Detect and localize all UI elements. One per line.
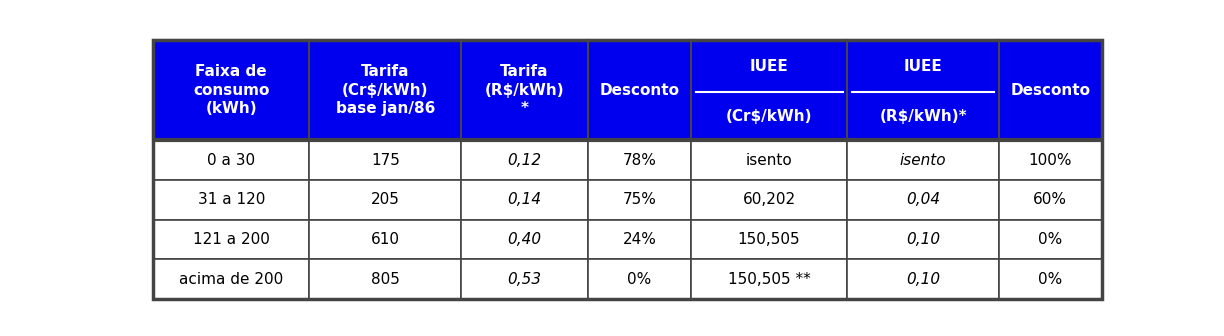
Text: 60,202: 60,202	[743, 193, 796, 207]
Bar	[690, 140, 847, 180]
Bar	[461, 140, 589, 180]
Text: 0,10: 0,10	[906, 272, 940, 287]
Text: 0%: 0%	[1038, 272, 1062, 287]
Text: 31 a 120: 31 a 120	[197, 193, 264, 207]
Text: 610: 610	[371, 232, 400, 247]
Text: Faixa de
consumo
(kWh): Faixa de consumo (kWh)	[193, 64, 269, 117]
Bar	[847, 220, 999, 259]
Bar	[999, 259, 1102, 299]
Text: 75%: 75%	[623, 193, 656, 207]
Bar	[589, 40, 690, 140]
Bar	[589, 259, 690, 299]
Text: 100%: 100%	[1028, 153, 1072, 168]
Text: (Cr$/kWh): (Cr$/kWh)	[726, 109, 813, 124]
Text: Tarifa
(R$/kWh)
*: Tarifa (R$/kWh) *	[485, 64, 564, 117]
Text: (R$/kWh)*: (R$/kWh)*	[879, 109, 967, 124]
Text: 150,505 **: 150,505 **	[728, 272, 810, 287]
Text: 121 a 200: 121 a 200	[193, 232, 269, 247]
Bar	[847, 259, 999, 299]
Text: 0%: 0%	[628, 272, 651, 287]
Bar	[690, 220, 847, 259]
Text: 0,12: 0,12	[508, 153, 542, 168]
Text: 0 a 30: 0 a 30	[207, 153, 256, 168]
Text: acima de 200: acima de 200	[179, 272, 284, 287]
Bar	[999, 40, 1102, 140]
Text: Desconto: Desconto	[600, 83, 679, 98]
Text: 0,40: 0,40	[508, 232, 542, 247]
Bar	[153, 40, 310, 140]
Text: 78%: 78%	[623, 153, 656, 168]
Text: 0,14: 0,14	[508, 193, 542, 207]
Text: IUEE: IUEE	[750, 59, 788, 74]
Bar	[461, 220, 589, 259]
Text: 0,53: 0,53	[508, 272, 542, 287]
Bar	[847, 140, 999, 180]
Text: 150,505: 150,505	[738, 232, 800, 247]
Bar	[589, 220, 690, 259]
Bar	[153, 140, 310, 180]
Bar	[153, 259, 310, 299]
Bar	[461, 40, 589, 140]
Bar	[310, 220, 461, 259]
Bar	[999, 180, 1102, 220]
Text: 0%: 0%	[1038, 232, 1062, 247]
Text: 0,10: 0,10	[906, 232, 940, 247]
Text: Desconto: Desconto	[1010, 83, 1091, 98]
Bar	[690, 40, 847, 140]
Bar	[461, 259, 589, 299]
Text: 24%: 24%	[623, 232, 656, 247]
Text: Tarifa
(Cr$/kWh)
base jan/86: Tarifa (Cr$/kWh) base jan/86	[335, 64, 435, 117]
Bar	[847, 180, 999, 220]
Bar	[461, 180, 589, 220]
Bar	[690, 259, 847, 299]
Bar	[589, 140, 690, 180]
Bar	[310, 40, 461, 140]
Text: isento: isento	[745, 153, 792, 168]
Bar	[690, 180, 847, 220]
Bar	[999, 220, 1102, 259]
Text: 0,04: 0,04	[906, 193, 940, 207]
Bar	[153, 220, 310, 259]
Bar	[999, 140, 1102, 180]
Bar	[589, 180, 690, 220]
Text: 60%: 60%	[1033, 193, 1067, 207]
Bar	[153, 180, 310, 220]
Bar	[310, 180, 461, 220]
Bar	[310, 140, 461, 180]
Text: 175: 175	[371, 153, 400, 168]
Bar	[310, 259, 461, 299]
Text: IUEE: IUEE	[903, 59, 942, 74]
Text: isento: isento	[900, 153, 946, 168]
Bar	[847, 40, 999, 140]
Text: 805: 805	[371, 272, 400, 287]
Text: 205: 205	[371, 193, 400, 207]
